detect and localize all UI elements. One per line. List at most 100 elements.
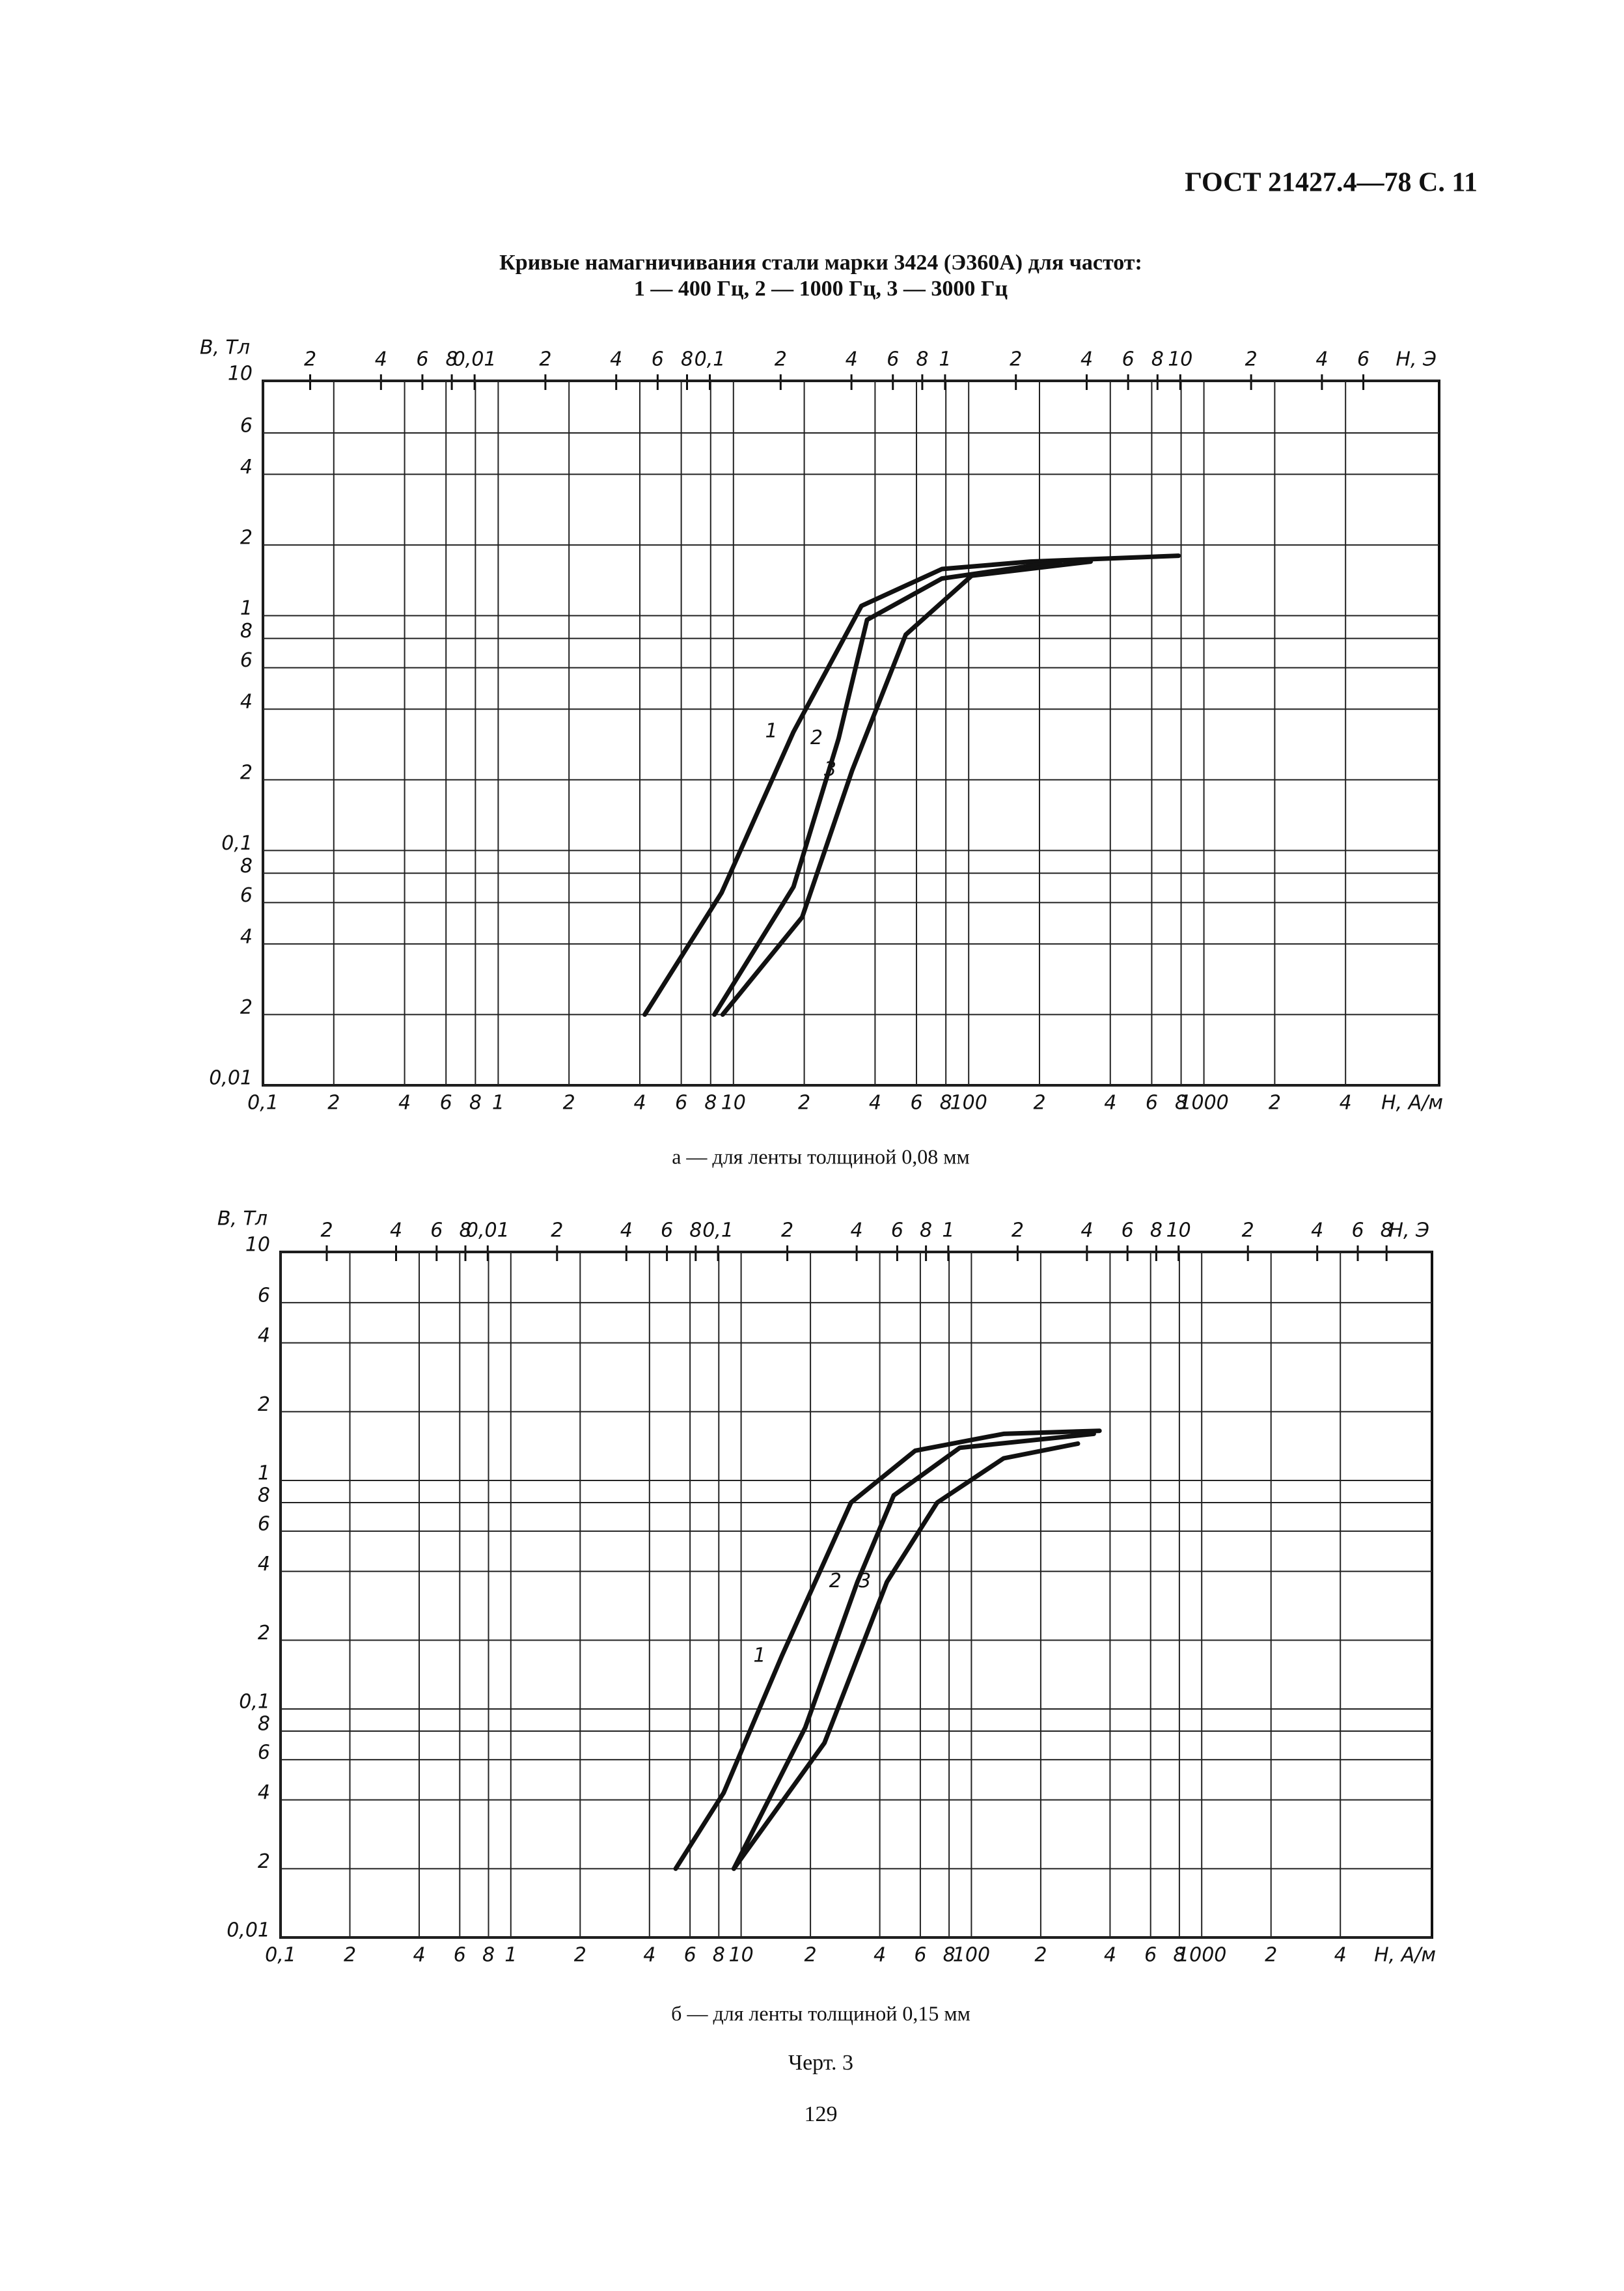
y-tick-label: 2 xyxy=(258,1393,270,1416)
x-tick-label: 8 xyxy=(1173,1944,1185,1967)
x-tick-label: 4 xyxy=(869,1092,881,1115)
curve-label: 1 xyxy=(753,1645,765,1667)
x2-axis-label: H, Э xyxy=(1396,348,1437,371)
x-axis-label: H, A/м xyxy=(1374,1944,1436,1967)
y-tick-label: 6 xyxy=(240,415,253,437)
y-tick-label: 0,01 xyxy=(209,1067,253,1090)
curve xyxy=(712,559,1063,1017)
x-tick-label: 4 xyxy=(1334,1944,1347,1967)
x2-tick-label: 8 xyxy=(459,1219,471,1242)
x-tick-label: 100 xyxy=(950,1092,987,1115)
x-tick-label: 2 xyxy=(344,1944,356,1967)
x2-tick-label: 8 xyxy=(920,1219,932,1242)
x-tick-label: 4 xyxy=(633,1092,646,1115)
curve-label: 2 xyxy=(829,1570,842,1592)
chart-caption: б — для ленты толщиной 0,15 мм xyxy=(671,2001,970,2025)
x-tick-label: 6 xyxy=(910,1092,922,1115)
y-tick-label: 2 xyxy=(258,1622,270,1645)
x2-tick-label: 4 xyxy=(1315,348,1328,371)
y-tick-label: 6 xyxy=(258,1284,270,1307)
x-tick-label: 8 xyxy=(713,1944,725,1967)
x-tick-label: 10 xyxy=(729,1944,754,1967)
x-tick-label: 10 xyxy=(721,1092,746,1115)
y-tick-label: 2 xyxy=(240,761,253,784)
x2-tick-label: 1 xyxy=(939,348,951,371)
y-axis-label: B, Тл xyxy=(200,337,250,359)
y-tick-label: 4 xyxy=(240,691,253,714)
x-tick-label: 2 xyxy=(1033,1092,1045,1115)
x2-tick-label: 0,1 xyxy=(702,1219,734,1242)
curve xyxy=(673,1428,1102,1871)
x-tick-label: 0,1 xyxy=(265,1944,296,1967)
x2-tick-label: 2 xyxy=(304,348,316,371)
chart-caption: а — для ленты толщиной 0,08 мм xyxy=(672,1145,970,1168)
x-tick-label: 2 xyxy=(1265,1944,1277,1967)
y-tick-label: 1 xyxy=(258,1462,270,1485)
x-tick-label: 0,1 xyxy=(247,1092,279,1115)
y-tick-label: 10 xyxy=(245,1234,270,1257)
x2-tick-label: 8 xyxy=(681,348,693,371)
plot-frame xyxy=(279,1251,1433,1939)
x-tick-label: 2 xyxy=(1034,1944,1047,1967)
x2-tick-label: 6 xyxy=(887,348,899,371)
x-tick-label: 2 xyxy=(1269,1092,1281,1115)
y-tick-label: 2 xyxy=(240,527,253,549)
x2-tick-label: 4 xyxy=(851,1219,863,1242)
x2-tick-label: 4 xyxy=(1080,348,1093,371)
x2-tick-label: 8 xyxy=(916,348,928,371)
x-tick-label: 2 xyxy=(327,1092,340,1115)
y-tick-label: 4 xyxy=(258,1781,270,1804)
x-tick-label: 4 xyxy=(413,1944,425,1967)
x-tick-label: 1000 xyxy=(1179,1092,1228,1115)
x2-tick-label: 4 xyxy=(846,348,858,371)
curve-label: 3 xyxy=(824,758,836,781)
x2-tick-label: 6 xyxy=(652,348,664,371)
x2-tick-label: 2 xyxy=(1012,1219,1024,1242)
x2-tick-label: 2 xyxy=(781,1219,793,1242)
y-tick-label: 0,01 xyxy=(227,1919,270,1942)
curve-label: 3 xyxy=(859,1570,871,1592)
x-tick-label: 2 xyxy=(574,1944,586,1967)
x2-tick-label: 6 xyxy=(1122,1219,1134,1242)
x2-tick-label: 4 xyxy=(610,348,622,371)
y-tick-label: 0,1 xyxy=(221,832,253,855)
x-tick-label: 4 xyxy=(1340,1092,1352,1115)
y-tick-label: 8 xyxy=(258,1484,270,1507)
x2-tick-label: 4 xyxy=(390,1219,402,1242)
y-tick-label: 4 xyxy=(240,456,253,479)
x2-tick-label: 0,01 xyxy=(453,348,497,371)
x2-tick-label: 0,1 xyxy=(695,348,726,371)
x-tick-label: 2 xyxy=(805,1944,817,1967)
curve-label: 2 xyxy=(810,727,823,749)
figure-label: Черт. 3 xyxy=(788,2051,853,2075)
x2-tick-label: 4 xyxy=(1311,1219,1323,1242)
x-tick-label: 100 xyxy=(953,1944,990,1967)
x2-tick-label: 8 xyxy=(1150,1219,1163,1242)
y-tick-label: 2 xyxy=(258,1850,270,1873)
x2-tick-label: 6 xyxy=(416,348,428,371)
x2-tick-label: 4 xyxy=(620,1219,633,1242)
y-tick-label: 4 xyxy=(258,1324,270,1347)
x-tick-label: 4 xyxy=(1104,1944,1116,1967)
x-tick-label: 8 xyxy=(943,1944,956,1967)
y-tick-label: 8 xyxy=(240,620,253,643)
y-tick-label: 6 xyxy=(240,884,253,907)
x-tick-label: 1 xyxy=(504,1944,517,1967)
x2-tick-label: 0,01 xyxy=(466,1219,510,1242)
page-number: 129 xyxy=(805,2102,838,2126)
x-tick-label: 1 xyxy=(492,1092,504,1115)
x-tick-label: 6 xyxy=(1146,1092,1158,1115)
x2-axis-label: H, Э xyxy=(1388,1219,1429,1242)
curve-label: 1 xyxy=(765,720,778,743)
x2-tick-label: 2 xyxy=(551,1219,563,1242)
x-tick-label: 6 xyxy=(1144,1944,1157,1967)
x-tick-label: 4 xyxy=(643,1944,655,1967)
x2-tick-label: 2 xyxy=(1010,348,1022,371)
x2-tick-label: 2 xyxy=(539,348,551,371)
x-tick-label: 4 xyxy=(398,1092,411,1115)
page-header: ГОСТ 21427.4—78 С. 11 xyxy=(1185,168,1478,198)
y-tick-label: 10 xyxy=(228,363,253,385)
x2-tick-label: 10 xyxy=(1166,1219,1191,1242)
